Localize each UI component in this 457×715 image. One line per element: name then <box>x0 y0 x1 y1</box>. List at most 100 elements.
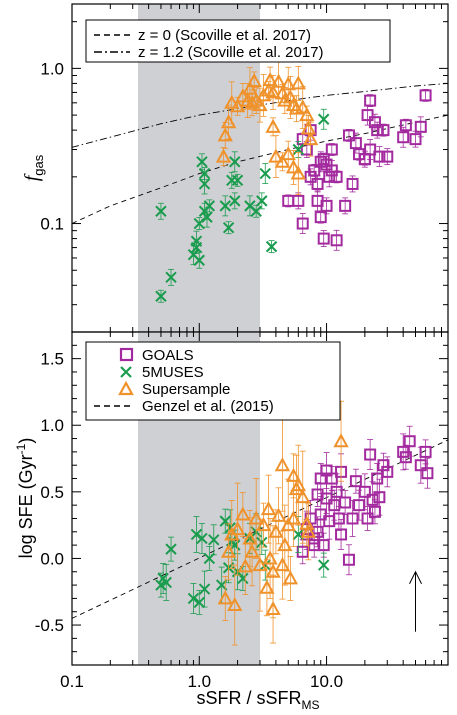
supersample-marker <box>300 523 317 538</box>
5muses-point <box>256 530 268 555</box>
y-tick-label: 0.0 <box>40 549 64 568</box>
model-line-dashed <box>71 114 449 224</box>
supersample-marker <box>235 506 251 521</box>
goals-point <box>358 152 371 166</box>
supersample-marker <box>227 596 243 612</box>
goals-marker <box>399 119 412 132</box>
goals-marker <box>323 170 336 183</box>
bottom-y-axis-title-main: log SFE (Gyr <box>16 454 36 558</box>
supersample-marker <box>280 146 296 161</box>
supersample-marker <box>215 148 232 163</box>
5muses-marker-stroke <box>165 543 177 555</box>
5muses-marker-stroke <box>237 572 249 585</box>
supersample-point <box>237 538 253 595</box>
supersample-point <box>227 564 243 646</box>
goals-marker <box>332 512 345 525</box>
goals-marker <box>399 451 412 464</box>
supersample-point <box>265 117 281 137</box>
5muses-marker-stroke <box>256 195 268 207</box>
5muses-point <box>265 240 278 254</box>
5muses-marker-stroke <box>244 200 256 212</box>
supersample-point <box>224 81 240 125</box>
5muses-point <box>165 536 177 562</box>
supersample-point <box>282 556 299 601</box>
5muses-marker-stroke <box>160 576 172 589</box>
supersample-point <box>290 66 306 101</box>
supersample-point <box>244 517 260 587</box>
supersample-marker <box>265 84 281 99</box>
goals-point <box>330 170 343 184</box>
goals-marker <box>358 485 371 498</box>
goals-marker <box>317 232 330 245</box>
supersample-point <box>270 487 287 545</box>
goals-marker <box>314 508 327 521</box>
goals-marker <box>364 448 377 461</box>
goals-point <box>304 168 317 186</box>
bottom-legend-box <box>85 341 341 421</box>
supersample-marker <box>246 72 262 87</box>
5muses-point <box>190 516 203 553</box>
goals-marker <box>403 435 416 448</box>
goals-marker <box>409 133 422 146</box>
supersample-marker <box>244 543 260 558</box>
5muses-point <box>196 153 208 171</box>
5muses-point <box>229 192 241 210</box>
y-tick-label: 1.0 <box>40 59 64 78</box>
goals-marker <box>346 177 359 190</box>
supersample-marker <box>255 517 272 532</box>
goals-marker <box>414 120 427 133</box>
5muses-point <box>193 251 205 269</box>
legend-supersample-marker <box>118 380 134 396</box>
5muses-marker-stroke <box>198 178 211 190</box>
supersample-marker <box>217 590 233 605</box>
5muses-marker-stroke <box>201 211 213 223</box>
goals-point <box>364 94 377 107</box>
goals-marker <box>358 153 371 166</box>
goals-marker <box>381 465 394 478</box>
5muses-marker-stroke <box>259 559 271 571</box>
goals-marker <box>304 170 317 183</box>
supersample-point <box>248 478 264 559</box>
goals-point <box>330 229 343 251</box>
goals-marker <box>373 491 386 504</box>
goals-marker <box>330 234 343 247</box>
supersample-marker <box>242 80 258 95</box>
supersample-point <box>265 75 281 110</box>
5muses-marker-stroke <box>187 592 200 605</box>
5muses-marker-stroke <box>318 113 330 125</box>
supersample-marker <box>252 557 268 572</box>
goals-marker <box>320 199 333 212</box>
supersample-marker <box>282 570 299 585</box>
goals-marker <box>364 94 377 107</box>
goals-point <box>381 148 394 166</box>
5muses-marker-stroke <box>155 290 167 302</box>
supersample-marker <box>270 507 287 522</box>
supersample-point <box>252 518 268 612</box>
supersample-marker <box>265 118 281 133</box>
goals-marker <box>361 512 374 525</box>
5muses-point <box>203 199 216 213</box>
supersample-marker <box>237 558 253 573</box>
goals-point <box>346 500 359 537</box>
5muses-point <box>208 524 220 556</box>
5muses-point <box>165 268 177 286</box>
5muses-marker-stroke <box>224 522 236 534</box>
supersample-marker <box>295 99 311 114</box>
supersample-point <box>235 492 251 537</box>
goals-point <box>377 123 390 137</box>
supersample-point <box>244 89 260 117</box>
goals-point <box>342 544 355 576</box>
y-tick-label: 0.5 <box>40 483 64 502</box>
goals-point <box>342 128 355 142</box>
goals-point <box>314 210 327 224</box>
top-panel: 1.0 0.1 z = 0 (Scoville et al. 2017) z = … <box>21 3 449 333</box>
5muses-point <box>155 202 167 220</box>
5muses-marker-stroke <box>229 195 241 207</box>
goals-marker <box>335 528 348 541</box>
goals-point <box>311 175 324 193</box>
5muses-marker-stroke <box>208 534 220 546</box>
5muses-marker-stroke <box>203 200 216 212</box>
supersample-marker <box>274 557 291 572</box>
supersample-point <box>333 400 349 482</box>
